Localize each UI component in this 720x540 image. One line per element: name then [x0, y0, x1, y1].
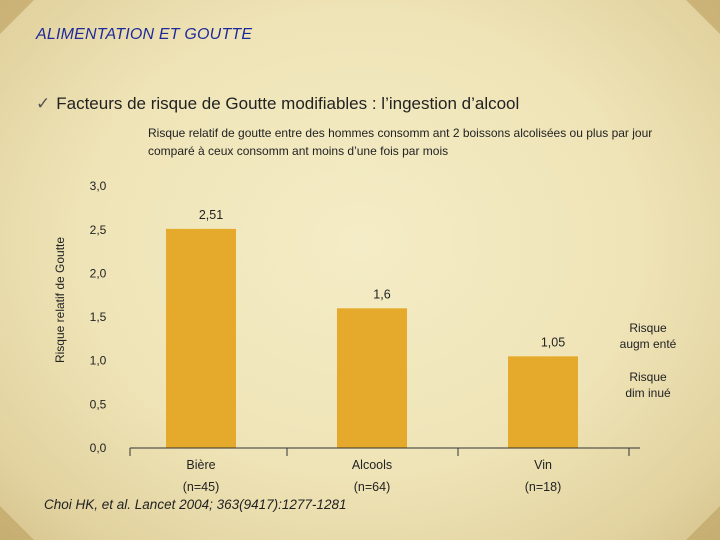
check-icon: ✓	[36, 94, 51, 113]
bullet-text: Facteurs de risque de Goutte modifiables…	[56, 94, 520, 113]
bar	[337, 308, 407, 448]
x-tick-sublabel: (n=45)	[183, 480, 219, 494]
bullet-point: ✓ Facteurs de risque de Goutte modifiable…	[36, 94, 519, 114]
y-tick-label: 0,0	[90, 441, 107, 455]
x-axis-labels: Bière (n=45) Alcools (n=64) Vin (n=18)	[183, 458, 561, 494]
annotation-label: Risque dim inué	[625, 370, 671, 400]
axes	[129, 447, 640, 456]
x-tick-label: Alcools	[352, 458, 392, 472]
annotation-label: Risque augm enté	[620, 321, 677, 351]
bar	[166, 228, 236, 448]
bar-value-label: 1,05	[541, 335, 565, 349]
annotation-line: Risque	[629, 321, 667, 335]
y-axis-ticks: 0,0 0,5 1,0 1,5 2,0 2,5 3,0	[90, 179, 107, 455]
y-tick-label: 2,5	[90, 223, 107, 237]
reference-citation: Choi HK, et al. Lancet 2004; 363(9417):1…	[44, 497, 347, 512]
chart-title: Risque relatif de goutte entre des homme…	[148, 126, 653, 158]
annotations: Risque augm enté Risque dim inué	[620, 321, 677, 400]
y-tick-label: 2,0	[90, 266, 107, 280]
annotation-line: augm enté	[620, 337, 677, 351]
x-tick-sublabel: (n=64)	[354, 480, 390, 494]
annotation-line: dim inué	[625, 386, 671, 400]
value-labels: 2,51 1,6 1,05	[199, 208, 565, 349]
bar	[508, 356, 578, 448]
annotation-line: Risque	[629, 370, 667, 384]
x-tick-label: Vin	[534, 458, 552, 472]
x-tick-sublabel: (n=18)	[525, 480, 561, 494]
x-tick-label: Bière	[186, 458, 215, 472]
y-tick-label: 1,0	[90, 354, 107, 368]
y-tick-label: 0,5	[90, 397, 107, 411]
y-tick-label: 1,5	[90, 310, 107, 324]
bars	[166, 228, 578, 448]
y-tick-label: 3,0	[90, 179, 107, 193]
slide-title: ALIMENTATION ET GOUTTE	[36, 26, 253, 43]
bar-value-label: 1,6	[373, 287, 390, 301]
bar-value-label: 2,51	[199, 208, 223, 222]
y-axis-label: Risque relatif de Goutte	[53, 237, 67, 363]
